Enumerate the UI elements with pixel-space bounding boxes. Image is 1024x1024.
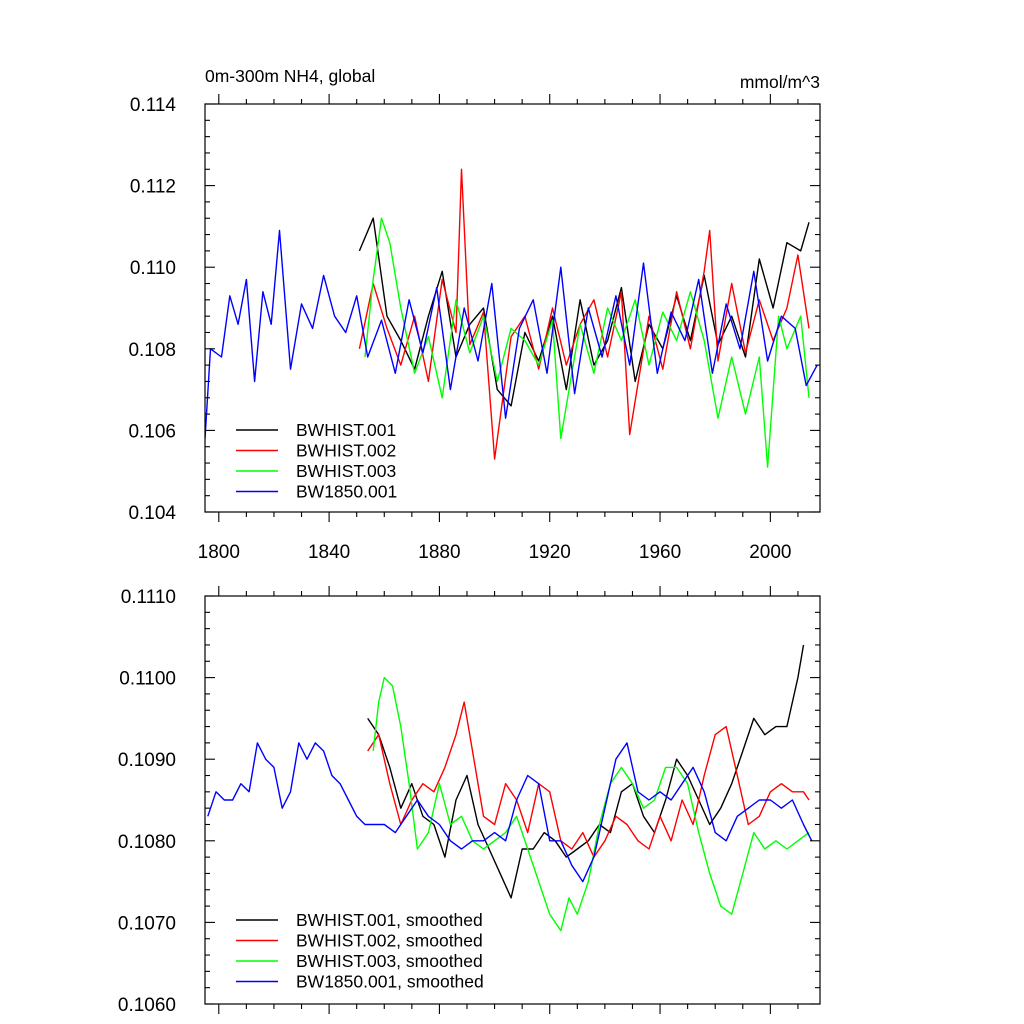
series-line-3 — [372, 676, 810, 932]
x-tick-label: 1880 — [418, 542, 460, 563]
units-label: mmol/m^3 — [740, 72, 820, 92]
legend-label-3: BWHIST.003, smoothed — [296, 951, 483, 971]
legend-label-2: BWHIST.002, smoothed — [296, 931, 483, 951]
series-line-4 — [207, 742, 813, 883]
legend-label-1: BWHIST.001, smoothed — [296, 910, 483, 930]
legend-label-3: BWHIST.003 — [296, 461, 396, 481]
y-tick-label: 0.104 — [128, 503, 176, 524]
legend-label-2: BWHIST.002 — [296, 441, 396, 461]
y-tick-label: 0.1070 — [118, 913, 176, 934]
series-line-1 — [367, 644, 805, 899]
y-tick-label: 0.110 — [130, 258, 176, 279]
legend-label-4: BW1850.001, smoothed — [296, 972, 484, 992]
y-tick-label: 0.1080 — [118, 832, 176, 853]
legend-label-1: BWHIST.001 — [296, 420, 396, 440]
y-tick-label: 0.1090 — [118, 750, 176, 771]
y-tick-label: 0.114 — [130, 95, 177, 116]
x-tick-label: 1840 — [308, 542, 350, 563]
x-tick-label: 1960 — [639, 542, 681, 563]
bottom-panel-smoothed: 0.1060 0.1070 0.1080 0.1090 0.1100 0.1110 BWHI… — [118, 586, 821, 1016]
y-tick-label: 0.1110 — [121, 587, 176, 608]
series-line-4 — [205, 229, 818, 439]
series-line-2 — [367, 701, 810, 858]
y-tick-label: 0.106 — [128, 421, 176, 442]
y-tick-label: 0.1060 — [118, 995, 176, 1016]
plot-frame — [204, 595, 821, 1005]
x-tick-label: 1800 — [198, 542, 240, 563]
x-tick-label: 2000 — [749, 542, 791, 563]
series-line-3 — [364, 217, 810, 468]
legend-label-4: BW1850.001 — [296, 482, 397, 502]
plot-frame — [204, 103, 821, 513]
plot-title: 0m-300m NH4, global — [205, 66, 375, 86]
x-tick-label: 1920 — [529, 542, 571, 563]
top-panel-raw: 1800 1840 1880 1920 1960 2000 0.104 0.106 0.108 0… — [128, 94, 821, 563]
y-tick-label: 0.1100 — [119, 669, 176, 690]
y-tick-label: 0.108 — [128, 340, 176, 361]
y-tick-label: 0.112 — [130, 177, 176, 198]
